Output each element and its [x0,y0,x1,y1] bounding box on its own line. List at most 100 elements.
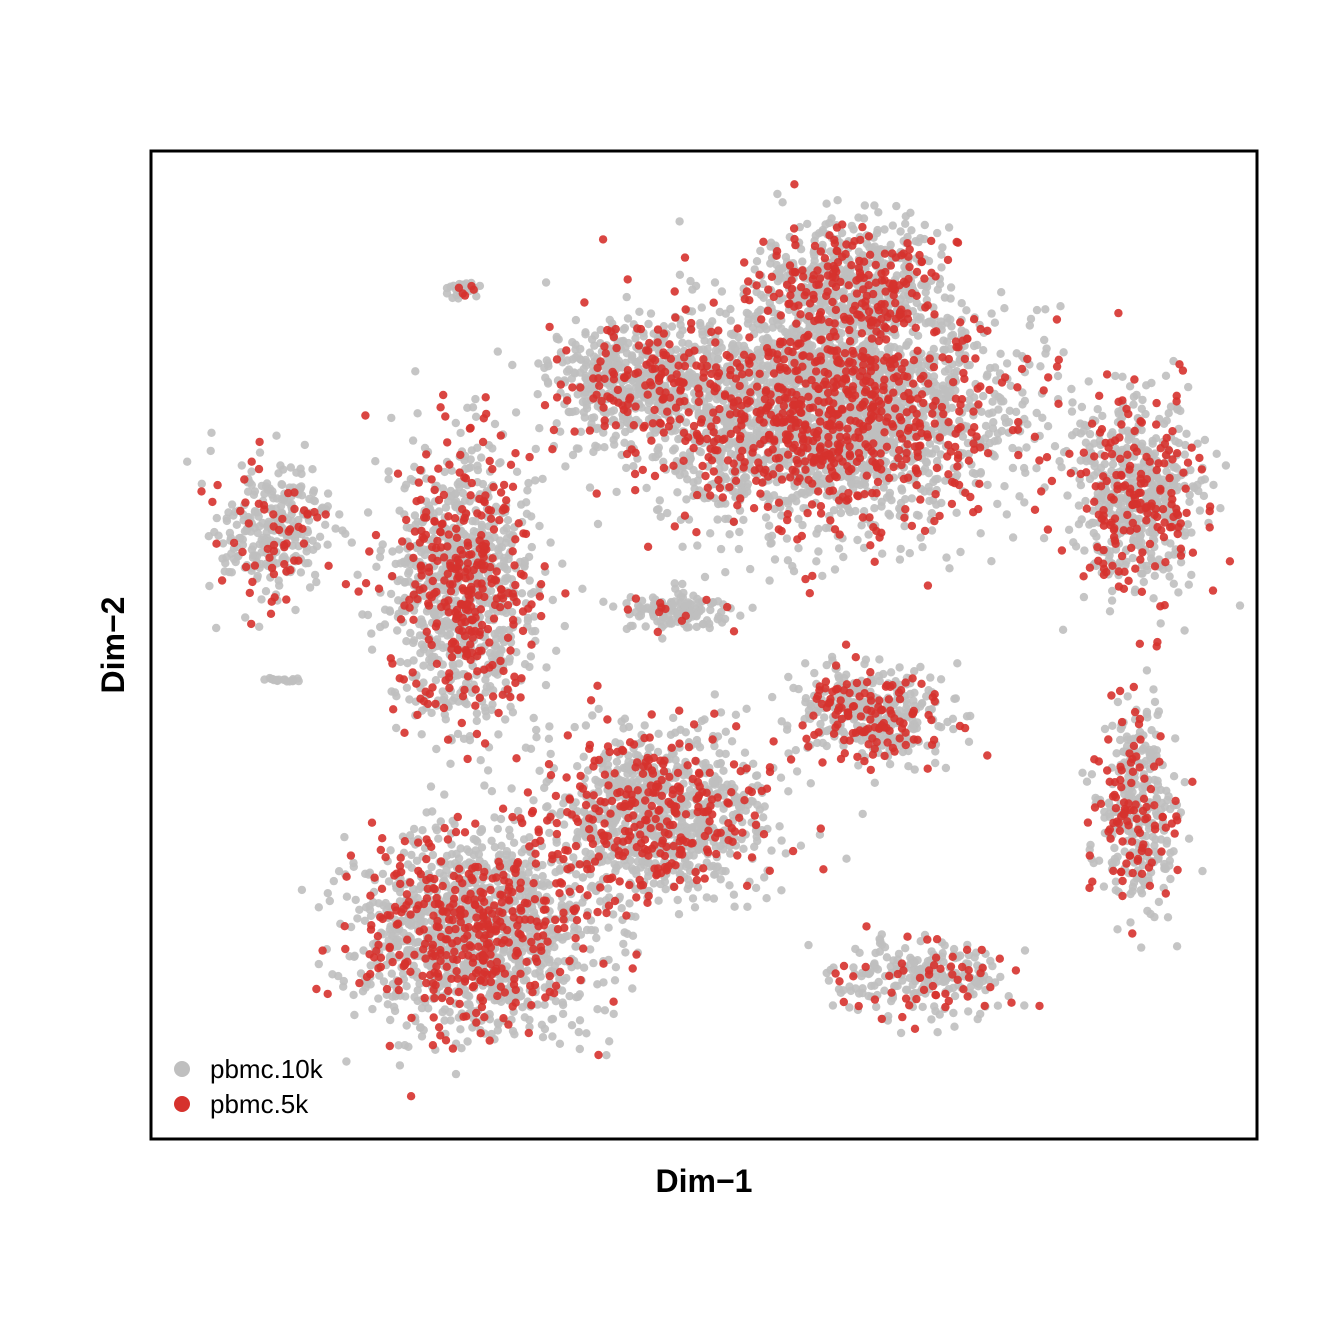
point-pbmc-10k [907,226,916,235]
point-pbmc-10k [1195,506,1205,515]
point-pbmc-10k [1183,520,1193,529]
point-pbmc-10k [729,890,739,899]
point-pbmc-10k [314,959,323,969]
point-pbmc-10k [205,581,214,591]
point-pbmc-10k [402,637,411,646]
point-pbmc-10k [558,1000,568,1010]
point-pbmc-10k [681,418,691,427]
point-pbmc-10k [897,486,907,495]
point-pbmc-10k [599,428,608,437]
point-pbmc-10k [393,626,402,635]
point-pbmc-10k [1164,551,1173,560]
point-pbmc-10k [527,542,536,552]
point-pbmc-10k [644,405,653,415]
point-pbmc-10k [599,978,608,987]
point-pbmc-10k [1105,607,1115,616]
point-pbmc-10k [801,694,811,703]
point-pbmc-10k [622,599,631,608]
point-pbmc-10k [559,820,569,829]
point-pbmc-10k [1118,372,1127,381]
point-pbmc-10k [457,1044,466,1053]
point-pbmc-10k [791,746,800,755]
point-pbmc-10k [1149,594,1158,603]
point-pbmc-10k [503,516,513,525]
point-pbmc-10k [1132,390,1141,400]
point-pbmc-10k [212,513,221,523]
point-pbmc-10k [726,329,736,339]
point-pbmc-10k [1067,407,1077,416]
point-pbmc-10k [323,540,332,549]
point-pbmc-10k [875,947,884,956]
point-pbmc-10k [571,315,581,325]
point-pbmc-10k [220,567,229,576]
point-pbmc-10k [462,845,472,854]
point-pbmc-10k [394,1041,403,1050]
point-pbmc-10k [620,928,629,937]
point-pbmc-10k [535,766,544,775]
point-pbmc-10k [558,1009,568,1019]
point-pbmc-10k [1137,943,1146,952]
point-pbmc-10k [1164,409,1173,418]
point-pbmc-10k [725,530,734,539]
point-pbmc-10k [746,564,755,574]
point-pbmc-10k [1182,429,1191,438]
point-pbmc-10k [404,569,413,578]
point-pbmc-10k [941,763,951,773]
point-pbmc-10k [649,879,658,888]
point-pbmc-10k [1067,384,1076,394]
point-pbmc-10k [508,708,518,717]
point-pbmc-10k [456,1025,465,1034]
point-pbmc-10k [635,307,644,316]
point-pbmc-10k [696,447,705,457]
point-pbmc-10k [916,533,925,542]
point-pbmc-10k [775,822,784,831]
point-pbmc-10k [543,802,552,811]
point-pbmc-10k [1085,429,1095,439]
point-pbmc-10k [888,221,897,230]
point-pbmc-10k [984,975,993,985]
point-pbmc-10k [936,675,946,684]
point-pbmc-10k [611,963,621,972]
point-pbmc-10k [1148,436,1157,446]
point-pbmc-10k [376,622,385,632]
point-pbmc-10k [372,562,381,571]
point-pbmc-10k [1162,416,1171,425]
point-pbmc-10k [605,1037,614,1046]
point-pbmc-10k [709,894,719,903]
point-pbmc-10k [873,965,883,974]
point-pbmc-10k [674,910,684,919]
point-pbmc-10k [689,591,698,600]
point-pbmc-10k [497,841,506,850]
point-pbmc-10k [471,412,481,421]
point-pbmc-10k [1000,482,1009,491]
point-pbmc-10k [958,432,968,441]
point-pbmc-10k [818,571,827,581]
point-pbmc-10k [734,544,744,554]
point-pbmc-10k [702,893,711,902]
point-pbmc-10k [1184,580,1194,589]
point-pbmc-10k [260,675,269,684]
point-pbmc-10k [770,555,780,564]
point-pbmc-10k [521,743,531,752]
point-pbmc-10k [858,809,867,819]
point-pbmc-10k [472,716,481,726]
point-pbmc-10k [585,483,595,492]
point-pbmc-10k [704,394,714,403]
point-pbmc-10k [931,747,940,756]
point-pbmc-10k [1020,946,1030,955]
point-pbmc-10k [458,488,468,498]
point-pbmc-10k [255,448,265,457]
point-pbmc-10k [1076,481,1086,490]
point-pbmc-10k [654,443,663,452]
point-pbmc-10k [529,713,538,723]
point-pbmc-10k [720,463,729,472]
point-pbmc-10k [896,227,905,236]
point-pbmc-10k [384,467,393,476]
point-pbmc-10k [538,1033,548,1042]
point-pbmc-10k [368,1004,377,1014]
point-pbmc-10k [1056,302,1065,311]
point-pbmc-10k [593,1005,602,1014]
point-pbmc-10k [1087,518,1097,527]
point-pbmc-10k [567,1020,577,1030]
